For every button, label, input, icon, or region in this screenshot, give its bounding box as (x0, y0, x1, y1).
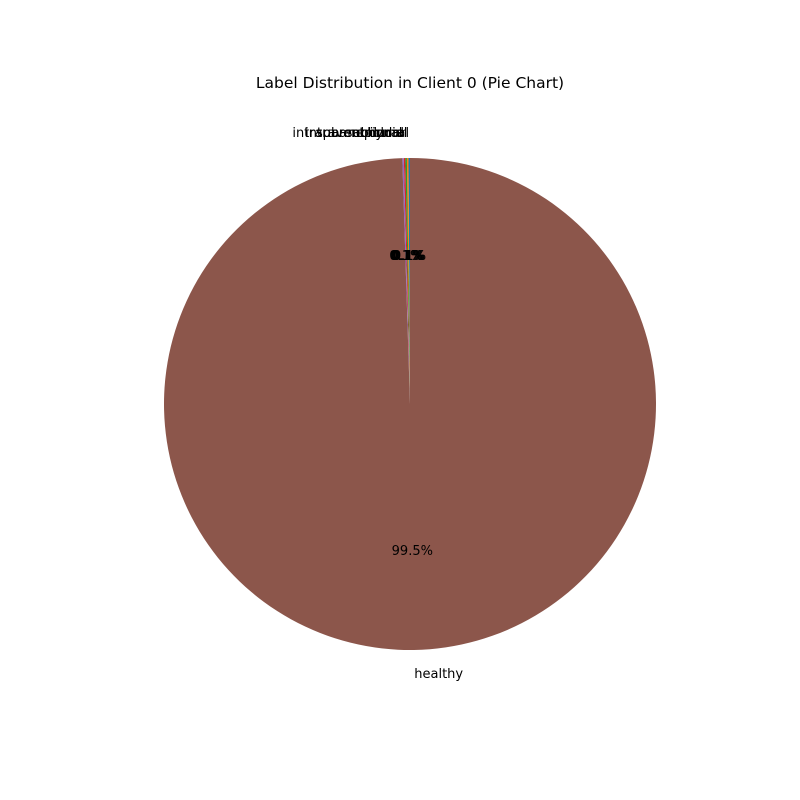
slice-label-healthy: healthy (414, 667, 463, 682)
pie-labels: epiduralintraparenchymalintraventricular… (292, 126, 463, 682)
slice-label-epidural: epidural (356, 126, 409, 141)
percent-label-subarachnoid: 0.1% (390, 249, 423, 264)
percent-label-intraventricular: 0.1% (391, 249, 424, 264)
slice-label-subarachnoid: subarachnoid (316, 126, 404, 141)
percent-label-subdural: 0.1% (389, 249, 422, 264)
pie-slice-subarachnoid (403, 158, 410, 404)
pie-percent-labels: 0.1%0.1%0.1%0.1%0.1%99.5% (389, 249, 433, 559)
pie-slice-healthy (164, 158, 657, 650)
slice-label-intraparenchymal: intraparenchymal (292, 126, 407, 141)
pie-slice-epidural (408, 158, 410, 404)
percent-label-healthy: 99.5% (392, 544, 433, 559)
pie-slice-intraparenchymal (406, 158, 410, 404)
percent-label-intraparenchymal: 0.1% (392, 249, 425, 264)
pie-slices (164, 158, 657, 650)
pie-slice-intraventricular (405, 158, 410, 404)
chart-title: Label Distribution in Client 0 (Pie Char… (256, 74, 564, 92)
slice-label-intraventricular: intraventricular (305, 126, 406, 141)
percent-label-epidural: 0.1% (393, 249, 426, 264)
pie-slice-subdural (402, 158, 410, 404)
slice-label-subdural: subdural (346, 126, 403, 141)
